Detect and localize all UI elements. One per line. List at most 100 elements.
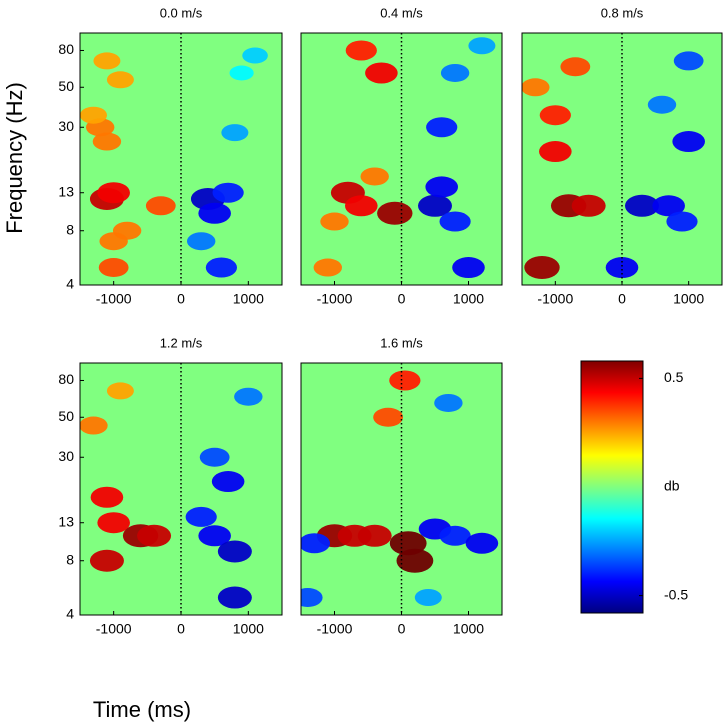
y-tick-label: 4 <box>66 276 74 292</box>
y-tick-label: 50 <box>58 78 74 94</box>
heat-blob <box>198 202 231 224</box>
heat-blob <box>98 258 129 278</box>
heat-blob <box>89 549 124 572</box>
x-tick-label: 1000 <box>453 291 484 307</box>
heat-blob <box>425 176 459 198</box>
heat-blob <box>137 524 172 547</box>
heat-blob <box>452 257 485 279</box>
x-tick-label: 1000 <box>673 291 704 307</box>
x-tick-label: 1000 <box>453 621 484 637</box>
heat-blob <box>373 407 403 427</box>
heat-blob <box>211 471 245 493</box>
heat-blob <box>229 65 254 81</box>
colorbar-tick-label: 0.5 <box>664 369 684 385</box>
heat-blob <box>112 221 142 240</box>
x-tick-label: 0 <box>177 291 185 307</box>
heat-blob <box>106 382 134 400</box>
heat-blob <box>217 540 252 563</box>
x-tick-label: -1000 <box>537 291 573 307</box>
heat-blob <box>522 78 550 97</box>
heat-blob <box>80 106 107 124</box>
panel-title: 0.4 m/s <box>380 5 423 20</box>
heat-blob <box>389 370 421 391</box>
heat-blob <box>106 71 134 89</box>
heat-blob <box>652 195 685 217</box>
y-tick-label: 13 <box>58 513 74 529</box>
y-tick-label: 80 <box>58 41 74 57</box>
x-tick-label: -1000 <box>96 291 132 307</box>
panel-title: 0.0 m/s <box>160 5 203 20</box>
heat-blob <box>672 131 705 153</box>
heat-blob <box>345 195 378 217</box>
x-tick-label: -1000 <box>96 621 132 637</box>
heat-blob <box>365 62 398 84</box>
colorbar <box>580 360 644 614</box>
panel-title: 1.6 m/s <box>380 335 423 350</box>
heat-blob <box>673 51 704 71</box>
heat-blob <box>360 167 389 186</box>
x-tick-label: 1000 <box>233 291 264 307</box>
y-tick-label: 80 <box>58 371 74 387</box>
heat-blob <box>465 532 499 554</box>
x-tick-label: 0 <box>398 621 406 637</box>
heat-blob <box>647 95 677 114</box>
colorbar-tick-label: -0.5 <box>664 586 688 602</box>
x-tick-label: 0 <box>398 291 406 307</box>
heat-blob <box>301 533 330 554</box>
heat-blob <box>212 182 244 203</box>
x-tick-label: 1000 <box>233 621 264 637</box>
heat-blob <box>80 416 108 435</box>
heat-blob <box>571 194 606 217</box>
y-tick-label: 30 <box>58 118 74 134</box>
x-axis-title: Time (ms) <box>93 697 191 722</box>
heat-blob <box>625 194 659 217</box>
heat-blob <box>524 256 560 280</box>
heat-blob <box>320 212 349 231</box>
heat-blob <box>414 589 442 607</box>
heat-blob <box>345 40 377 61</box>
heat-blob <box>357 524 392 547</box>
heat-blob <box>205 257 237 278</box>
x-tick-label: -1000 <box>317 291 353 307</box>
colorbar-label: db <box>664 478 680 494</box>
blobs <box>80 47 268 278</box>
heat-blob <box>418 194 452 217</box>
panel-title: 0.8 m/s <box>601 5 644 20</box>
heat-blob <box>396 548 434 573</box>
heat-blob <box>434 393 463 412</box>
y-tick-label: 4 <box>66 606 74 622</box>
heat-blob <box>97 182 130 204</box>
x-tick-label: 0 <box>618 291 626 307</box>
blobs <box>80 382 263 609</box>
heat-blob <box>440 63 470 82</box>
heat-blob <box>234 387 263 406</box>
heat-blob <box>97 512 130 534</box>
heat-blob <box>605 257 639 279</box>
heat-blob <box>301 588 323 608</box>
heat-blob <box>539 141 572 163</box>
heat-blob <box>468 37 496 55</box>
y-tick-label: 8 <box>66 221 74 237</box>
y-tick-label: 13 <box>58 183 74 199</box>
heat-blob <box>199 447 230 467</box>
heat-blob <box>666 211 698 232</box>
heat-blob <box>242 47 268 64</box>
heat-blob <box>187 232 216 251</box>
blobs <box>301 370 499 608</box>
heat-blob <box>185 506 217 527</box>
heat-blob <box>92 132 122 151</box>
blobs <box>522 51 705 280</box>
plot-background <box>301 33 502 285</box>
heat-blob <box>93 52 121 70</box>
panel-title: 1.2 m/s <box>160 335 203 350</box>
heat-blob <box>217 586 252 609</box>
heat-blob <box>439 211 471 232</box>
heat-blob <box>90 486 124 508</box>
heat-blob <box>426 117 458 138</box>
heat-blob <box>439 525 471 546</box>
heat-blob <box>539 105 571 126</box>
y-tick-label: 8 <box>66 551 74 567</box>
y-tick-label: 50 <box>58 408 74 424</box>
x-tick-label: 0 <box>177 621 185 637</box>
